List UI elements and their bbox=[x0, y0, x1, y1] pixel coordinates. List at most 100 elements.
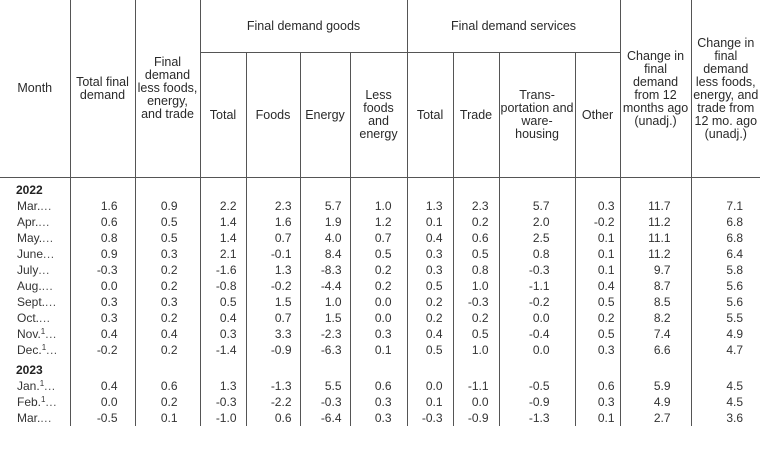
table-body: 2022 Mar.... 1.6 0.9 2.2 2.3 5.7 1.0 1.3 2.3 5.7 0.… bbox=[0, 177, 760, 426]
value-cell: -0.8 bbox=[200, 278, 247, 294]
table-row: June... 0.9 0.3 2.1 -0.1 8.4 0.5 0.3 0.5 0.8 0.1 11… bbox=[0, 246, 760, 262]
header-goods-total: Total bbox=[200, 52, 247, 178]
value-cell: -4.4 bbox=[300, 278, 351, 294]
value-cell: 0.3 bbox=[407, 246, 454, 262]
leader-dots: ... bbox=[45, 395, 57, 409]
value-cell: 0.6 bbox=[575, 378, 621, 394]
value-cell: 5.7 bbox=[300, 198, 351, 214]
value-cell: 7.1 bbox=[726, 199, 744, 213]
value-cell: 0.1 bbox=[575, 230, 621, 246]
empty-cell bbox=[575, 358, 621, 378]
value-cell: 8.2 bbox=[620, 310, 692, 326]
value-cell: -0.5 bbox=[499, 378, 576, 394]
value-cell: 0.5 bbox=[453, 326, 500, 342]
value-cell: 9.7 bbox=[620, 262, 692, 278]
table-row: Mar.... -0.5 0.1 -1.0 0.6 -6.4 0.3 -0.3 -0.9 -1.3… bbox=[0, 410, 760, 426]
month-cell: July... bbox=[0, 262, 71, 278]
value-cell: 0.4 bbox=[575, 278, 621, 294]
value-cell: 0.0 bbox=[70, 394, 136, 410]
value-cell: 0.3 bbox=[575, 342, 621, 358]
footnote-marker: 1 bbox=[40, 327, 46, 336]
table-row: Feb.1... 0.0 0.2 -0.3 -2.2 -0.3 0.3 0.1 0.0 -0.9 0… bbox=[0, 394, 760, 410]
value-cell: 0.3 bbox=[575, 198, 621, 214]
value-cell: 0.2 bbox=[135, 310, 201, 326]
value-cell: -0.2 bbox=[70, 342, 136, 358]
month-label: July bbox=[17, 263, 39, 277]
value-cell: 1.0 bbox=[300, 294, 351, 310]
value-cell: 0.0 bbox=[499, 342, 576, 358]
value-cell: 0.1 bbox=[407, 214, 454, 230]
value-cell: -1.1 bbox=[453, 378, 500, 394]
value-cell: 0.5 bbox=[575, 294, 621, 310]
value-cell: -2.3 bbox=[300, 326, 351, 342]
month-cell: Dec.1... bbox=[0, 342, 71, 358]
value-cell: -0.2 bbox=[499, 294, 576, 310]
value-cell: 1.3 bbox=[246, 262, 301, 278]
value-cell: -0.9 bbox=[499, 394, 576, 410]
footnote-marker: 1 bbox=[41, 343, 47, 352]
value-cell: 3.3 bbox=[246, 326, 301, 342]
empty-cell bbox=[691, 358, 760, 378]
empty-cell bbox=[453, 358, 500, 378]
value-cell: 0.2 bbox=[135, 278, 201, 294]
value-cell: -0.3 bbox=[300, 394, 351, 410]
empty-cell bbox=[200, 358, 247, 378]
value-cell: 8.5 bbox=[620, 294, 692, 310]
empty-cell bbox=[350, 177, 408, 198]
value-cell: 0.0 bbox=[70, 278, 136, 294]
value-cell: 0.3 bbox=[407, 262, 454, 278]
value-cell: 0.5 bbox=[407, 342, 454, 358]
year-label: 2022 bbox=[0, 177, 71, 198]
value-cell: 0.6 bbox=[70, 214, 136, 230]
value-cell: 0.4 bbox=[135, 326, 201, 342]
value-cell: 11.7 bbox=[620, 198, 692, 214]
empty-cell bbox=[620, 358, 692, 378]
leader-dots: ... bbox=[40, 199, 52, 213]
value-cell: 1.0 bbox=[453, 342, 500, 358]
empty-cell bbox=[70, 177, 136, 198]
value-cell: 1.6 bbox=[246, 214, 301, 230]
value-cell: 4.0 bbox=[300, 230, 351, 246]
value-cell: 0.3 bbox=[135, 246, 201, 262]
empty-cell bbox=[453, 177, 500, 198]
value-cell: -0.3 bbox=[407, 410, 454, 426]
header-goods-energy: Energy bbox=[300, 52, 351, 178]
month-label: Apr. bbox=[17, 215, 39, 229]
value-cell: 1.2 bbox=[350, 214, 408, 230]
table-row: Sept.... 0.3 0.3 0.5 1.5 1.0 0.0 0.2 -0.3 -0.2 0.5… bbox=[0, 294, 760, 310]
value-cell: 1.0 bbox=[350, 198, 408, 214]
table-row: Jan.1... 0.4 0.6 1.3 -1.3 5.5 0.6 0.0 -1.1 -0.5 0.… bbox=[0, 378, 760, 394]
month-cell: Jan.1... bbox=[0, 378, 71, 394]
footnote-marker: 1 bbox=[39, 379, 45, 388]
value-cell: 5.6 bbox=[726, 279, 744, 293]
value-cell: 0.3 bbox=[350, 326, 408, 342]
empty-cell bbox=[499, 177, 576, 198]
table-row: Dec.1... -0.2 0.2 -1.4 -0.9 -6.3 0.1 0.5 1.0 0.0 0… bbox=[0, 342, 760, 358]
value-cell: 0.2 bbox=[135, 342, 201, 358]
header-goods-foods: Foods bbox=[246, 52, 301, 178]
month-label: Feb. bbox=[17, 395, 42, 409]
year-row: 2023 bbox=[0, 358, 760, 378]
leader-dots: ... bbox=[38, 263, 50, 277]
value-cell: 11.2 bbox=[620, 214, 692, 230]
value-cell: 0.2 bbox=[350, 262, 408, 278]
value-cell: 2.0 bbox=[499, 214, 576, 230]
value-cell: 0.0 bbox=[350, 310, 408, 326]
value-cell: 0.6 bbox=[135, 378, 201, 394]
value-cell: 0.5 bbox=[135, 214, 201, 230]
value-cell: -1.3 bbox=[246, 378, 301, 394]
ppi-final-demand-table: Month Total final demand Final demand le… bbox=[0, 0, 760, 426]
value-cell: 4.9 bbox=[620, 394, 692, 410]
value-cell: 0.1 bbox=[350, 342, 408, 358]
value-cell: 0.8 bbox=[499, 246, 576, 262]
value-cell: -0.2 bbox=[246, 278, 301, 294]
value-cell: 0.2 bbox=[135, 394, 201, 410]
header-services-other: Other bbox=[575, 52, 621, 178]
value-cell: 0.2 bbox=[350, 278, 408, 294]
value-cell: -1.6 bbox=[200, 262, 247, 278]
value-cell: -1.4 bbox=[200, 342, 247, 358]
leader-dots: ... bbox=[45, 295, 57, 309]
value-cell: 0.2 bbox=[453, 310, 500, 326]
value-cell: 0.2 bbox=[453, 214, 500, 230]
value-cell: 0.7 bbox=[350, 230, 408, 246]
